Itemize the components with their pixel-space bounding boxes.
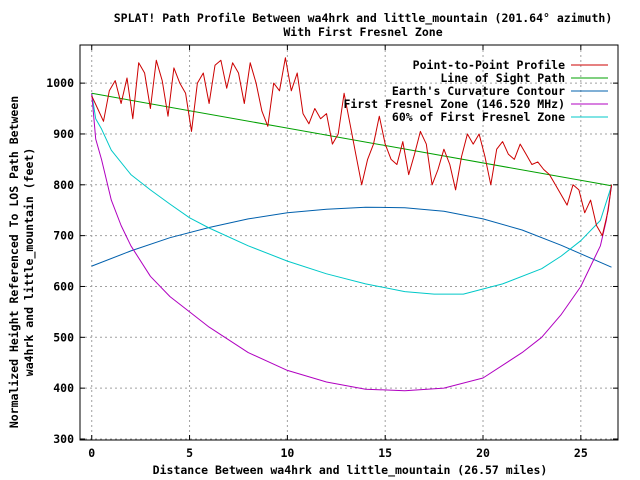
y-tick-label: 1000 xyxy=(46,76,74,90)
plot-frame xyxy=(79,44,619,441)
x-tick-label: 5 xyxy=(186,446,193,460)
x-tick-label: 0 xyxy=(88,446,95,460)
y-tick-label: 500 xyxy=(53,330,74,344)
series-lines xyxy=(91,57,612,392)
series-line-point-to-point-profile xyxy=(91,57,612,237)
series-line-first-fresnel-zone-146-520-mhz xyxy=(91,93,612,392)
legend-label-earth-s-curvature-contour: Earth's Curvature Contour xyxy=(392,84,565,98)
legend-label-first-fresnel-zone-146-520-mhz: First Fresnel Zone (146.520 MHz) xyxy=(343,97,565,111)
y-axis-label-line-2: wa4hrk and little_mountain (feet) xyxy=(22,148,37,376)
legend-label-point-to-point-profile: Point-to-Point Profile xyxy=(413,58,565,72)
chart-subtitle: With First Fresnel Zone xyxy=(283,25,442,39)
series-line-earth-s-curvature-contour xyxy=(91,206,612,268)
y-tick-label: 900 xyxy=(53,127,74,141)
legend-label-line-of-sight-path: Line of Sight Path xyxy=(440,71,565,85)
chart-title: SPLAT! Path Profile Between wa4hrk and l… xyxy=(114,11,613,26)
y-tick-label: 800 xyxy=(53,178,74,192)
series-line-line-of-sight-path xyxy=(91,92,612,187)
y-tick-label: 600 xyxy=(53,279,74,293)
x-tick-label: 20 xyxy=(476,446,490,460)
x-tick-label: 15 xyxy=(378,446,392,460)
y-tick-label: 300 xyxy=(53,432,74,446)
y-tick-label: 400 xyxy=(53,381,74,395)
x-tick-label: 25 xyxy=(574,446,588,460)
x-tick-label: 10 xyxy=(280,446,294,460)
axis-ticks: 0 5 10 15 20 25 300 400 500 600 700 800 900 1000 xyxy=(46,45,618,460)
x-axis-label: Distance Between wa4hrk and little_mount… xyxy=(153,463,548,478)
y-axis-label-line-1: Normalized Height Referenced To LOS Path… xyxy=(7,96,21,428)
legend-label-60-of-first-fresnel-zone: 60% of First Fresnel Zone xyxy=(392,110,565,124)
y-tick-label: 700 xyxy=(53,229,74,243)
series-line-60-of-first-fresnel-zone xyxy=(91,93,612,295)
